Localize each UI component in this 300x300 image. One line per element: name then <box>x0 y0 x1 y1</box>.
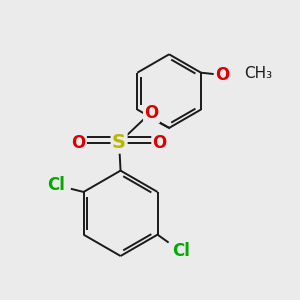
Text: Cl: Cl <box>47 176 64 194</box>
Text: O: O <box>71 134 85 152</box>
Text: Cl: Cl <box>172 242 190 260</box>
Text: CH₃: CH₃ <box>244 66 272 81</box>
Text: O: O <box>144 104 159 122</box>
Text: S: S <box>112 133 126 152</box>
Text: O: O <box>215 66 229 84</box>
Text: O: O <box>153 134 167 152</box>
